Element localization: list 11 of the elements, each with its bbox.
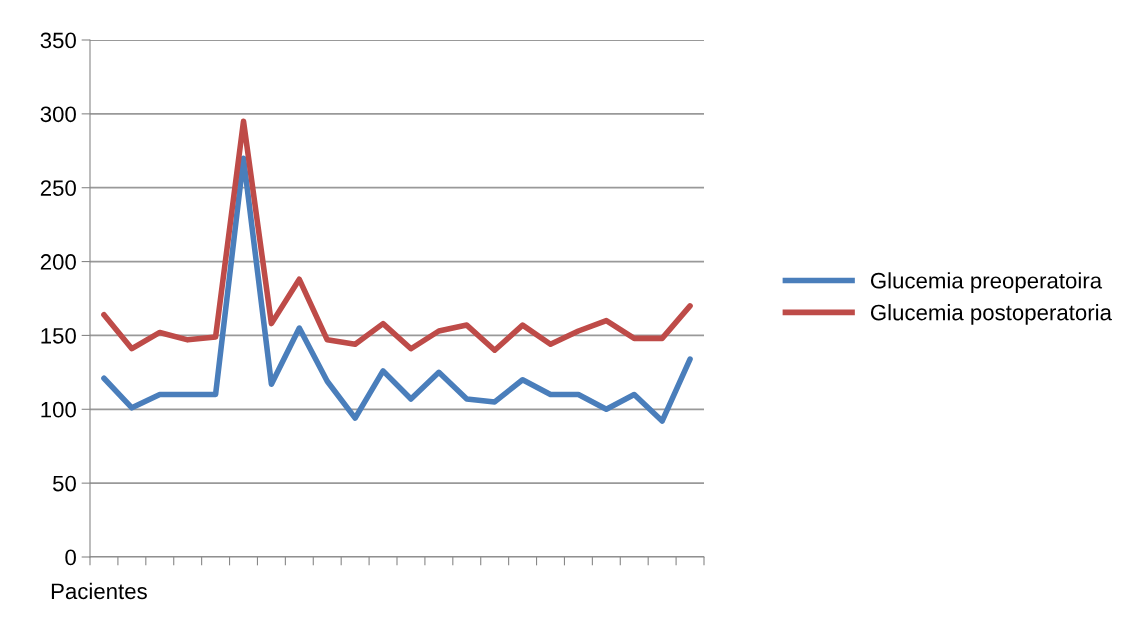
y-tick-label: 250	[40, 180, 76, 196]
y-tick-label: 0	[65, 549, 76, 566]
legend-label: Glucemia postoperatoria	[870, 304, 1112, 325]
y-tick-label: 50	[52, 475, 76, 492]
y-tick-label: 200	[40, 254, 76, 270]
x-axis-title: Pacientes	[51, 582, 147, 600]
legend-label: Glucemia preoperatoira	[870, 272, 1103, 293]
y-tick-label: 150	[41, 327, 76, 344]
y-tick-label: 300	[40, 106, 76, 123]
y-tick-label: 100	[41, 401, 76, 418]
y-tick-label: 350	[40, 32, 76, 49]
